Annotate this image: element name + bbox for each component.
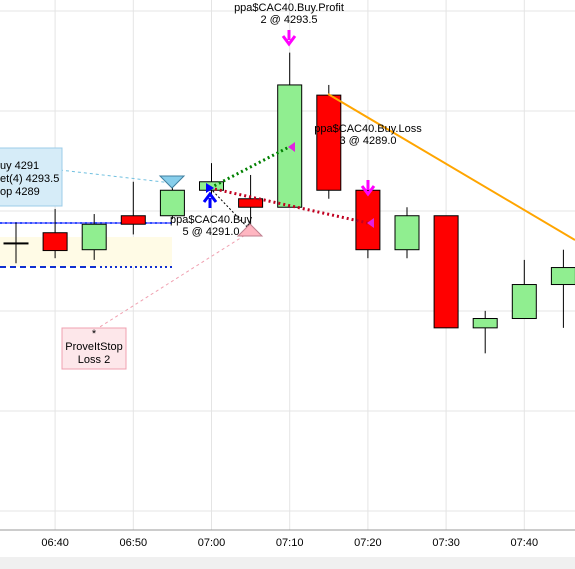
candles xyxy=(3,52,575,354)
annotation-entry: ppa$CAC40.Buy xyxy=(170,214,252,226)
candle-body xyxy=(81,223,107,251)
entry-fill-marker xyxy=(206,183,214,193)
candle-body xyxy=(472,318,498,329)
candle-body xyxy=(159,189,185,217)
order-connector xyxy=(59,169,173,184)
annotation-order_box: uy 4291 xyxy=(0,160,39,172)
profit-fill-marker xyxy=(288,142,295,152)
profit-arrow xyxy=(281,30,297,47)
order-marker xyxy=(158,175,186,189)
trend-line xyxy=(327,93,575,241)
candle-body xyxy=(3,242,29,245)
candle-body xyxy=(120,215,146,225)
candle-body xyxy=(42,232,68,252)
stop-marker xyxy=(236,223,264,237)
order-box xyxy=(0,147,63,207)
stop-box xyxy=(61,327,127,370)
candle-body xyxy=(550,267,575,286)
loss-fill-marker xyxy=(367,218,374,228)
entry-connector xyxy=(209,187,251,231)
annotation-order_box: op 4289 xyxy=(0,186,40,198)
annotation-stop_box: * xyxy=(92,328,97,340)
annotation-loss: 3 @ 4289.0 xyxy=(339,135,396,147)
footer-strip xyxy=(0,557,575,569)
labels: 06:40 06:50 07:00 07:10 07:20 07:30 07:40 ppa$C… xyxy=(0,2,538,549)
x-tick-label: 07:20 xyxy=(354,537,382,549)
annotation-stop_box: Loss 2 xyxy=(78,354,110,366)
loss-trade-line xyxy=(209,186,369,225)
candle-body xyxy=(433,215,459,329)
x-tick-label: 07:30 xyxy=(432,537,460,549)
annotation-order_box: et(4) 4293.5 xyxy=(0,173,59,185)
x-tick-label: 06:40 xyxy=(41,537,69,549)
candle-body xyxy=(238,198,264,208)
entry-arrow xyxy=(202,191,218,208)
annotation-entry: 5 @ 4291.0 xyxy=(182,226,239,238)
loss-arrow xyxy=(360,180,376,197)
x-tick-label: 07:40 xyxy=(511,537,539,549)
candle-body xyxy=(355,189,381,251)
stop-connector xyxy=(94,231,251,331)
candle-body xyxy=(394,215,420,251)
candle-body xyxy=(277,84,303,208)
annotation-stop_box: ProveItStop xyxy=(65,341,122,353)
candle-body xyxy=(316,94,342,191)
x-tick-label: 07:00 xyxy=(198,537,226,549)
annotation-profit: 2 @ 4293.5 xyxy=(260,14,317,26)
annotation-profit: ppa$CAC40.Buy.Profit xyxy=(234,2,344,14)
annotation-loss: ppa$CAC40.Buy.Loss xyxy=(314,123,422,135)
x-tick-label: 07:10 xyxy=(276,537,304,549)
candle-body xyxy=(511,284,537,320)
x-tick-label: 06:50 xyxy=(120,537,148,549)
candle-body xyxy=(199,181,224,191)
